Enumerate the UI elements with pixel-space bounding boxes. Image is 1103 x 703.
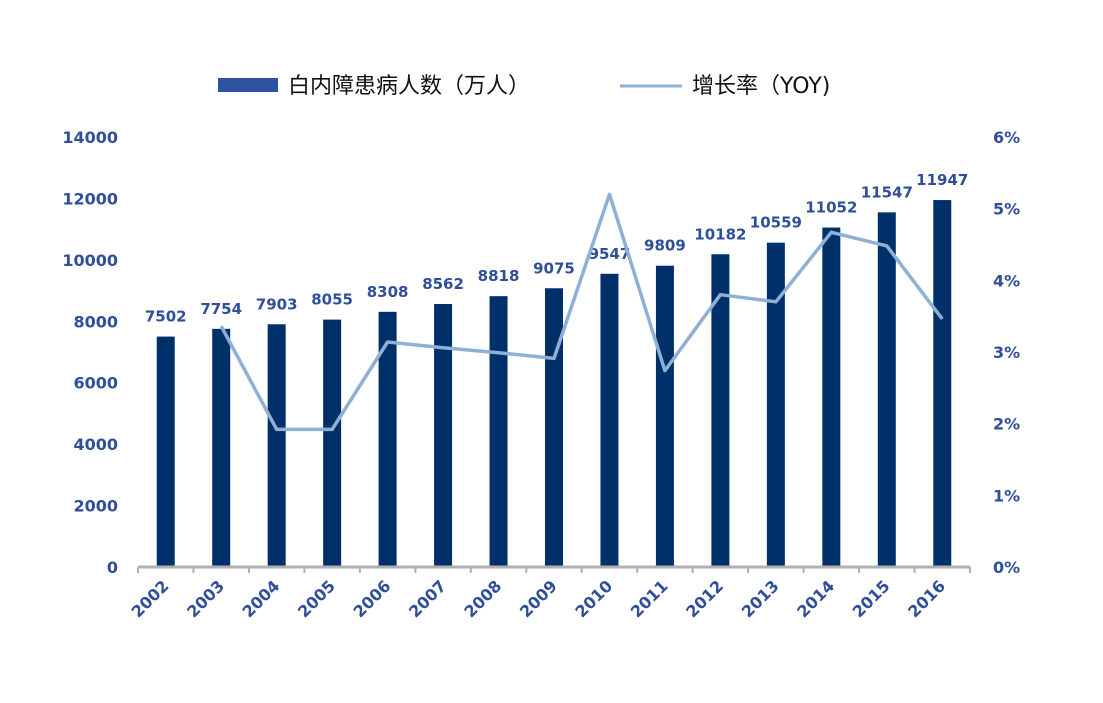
bar xyxy=(933,200,952,567)
bar xyxy=(434,304,453,567)
data-label: 7502 xyxy=(145,308,187,326)
right-axis-ticks: 0% 1% 2% 3% 4% 5% 6% xyxy=(993,128,1020,577)
growth-rate-line xyxy=(219,192,944,432)
data-labels: 7502 7754 7903 8055 8308 8562 8818 9075 9547 9809… xyxy=(145,171,969,326)
line-series xyxy=(219,192,944,432)
left-tick-label: 10000 xyxy=(62,251,118,270)
x-tick-label: 2011 xyxy=(627,576,672,621)
data-label: 10182 xyxy=(694,225,746,243)
x-tick-label: 2002 xyxy=(128,576,173,621)
data-label: 11547 xyxy=(861,183,913,201)
right-tick-label: 2% xyxy=(993,415,1020,434)
right-tick-label: 1% xyxy=(993,486,1020,505)
left-tick-label: 14000 xyxy=(62,128,118,147)
legend-line-label: 增长率（YOY) xyxy=(692,74,830,99)
bar xyxy=(267,324,286,567)
x-axis-labels: 2002 2003 2004 2005 2006 2007 2008 2009 2010 2011… xyxy=(128,576,949,621)
right-tick-label: 4% xyxy=(993,271,1020,290)
bar xyxy=(323,319,342,567)
right-tick-label: 3% xyxy=(993,343,1020,362)
legend-bar-label: 白内障患病人数（万人） xyxy=(288,74,530,99)
x-tick-label: 2014 xyxy=(793,576,838,621)
legend-bar-swatch xyxy=(218,78,278,92)
x-tick-label: 2016 xyxy=(904,576,949,621)
bar xyxy=(212,328,231,567)
bar xyxy=(489,296,508,567)
x-tick-label: 2005 xyxy=(294,576,339,621)
right-tick-label: 5% xyxy=(993,200,1020,219)
x-tick-label: 2007 xyxy=(405,576,450,621)
x-tick-label: 2003 xyxy=(183,576,228,621)
x-tick-label: 2015 xyxy=(849,576,894,621)
left-axis-ticks: 0 2000 4000 6000 8000 10000 12000 14000 xyxy=(62,128,118,577)
data-label: 7903 xyxy=(256,295,298,313)
data-label: 10559 xyxy=(750,214,802,232)
legend: 白内障患病人数（万人） 增长率（YOY) xyxy=(218,74,830,99)
x-axis-tick-marks xyxy=(137,567,971,573)
x-tick-label: 2006 xyxy=(350,576,395,621)
bar xyxy=(378,311,397,567)
left-tick-label: 8000 xyxy=(73,312,118,331)
data-label: 8055 xyxy=(311,291,353,309)
bar xyxy=(711,254,730,567)
data-label: 8308 xyxy=(367,283,409,301)
data-label: 8562 xyxy=(422,275,464,293)
right-tick-label: 0% xyxy=(993,558,1020,577)
x-tick-label: 2010 xyxy=(571,576,616,621)
x-tick-label: 2013 xyxy=(738,576,783,621)
bar-series xyxy=(156,200,952,567)
left-tick-label: 6000 xyxy=(73,374,118,393)
bar xyxy=(822,227,841,567)
data-label: 9809 xyxy=(644,237,686,255)
left-tick-label: 12000 xyxy=(62,189,118,208)
bar xyxy=(877,212,896,567)
x-tick-label: 2004 xyxy=(239,576,284,621)
left-tick-label: 0 xyxy=(107,558,118,577)
data-label: 9075 xyxy=(533,259,575,277)
left-tick-label: 4000 xyxy=(73,435,118,454)
bar xyxy=(156,336,175,567)
data-label: 9547 xyxy=(589,245,631,263)
x-tick-label: 2009 xyxy=(516,576,561,621)
bar xyxy=(545,288,563,567)
data-label: 8818 xyxy=(478,267,520,285)
left-tick-label: 2000 xyxy=(73,497,118,516)
data-label: 11052 xyxy=(805,199,857,217)
data-label: 11947 xyxy=(916,171,968,189)
bar xyxy=(655,265,674,567)
bar xyxy=(766,242,785,567)
bar xyxy=(600,273,619,567)
right-tick-label: 6% xyxy=(993,128,1020,147)
data-label: 7754 xyxy=(200,300,242,318)
x-tick-label: 2012 xyxy=(682,576,727,621)
x-tick-label: 2008 xyxy=(460,576,505,621)
